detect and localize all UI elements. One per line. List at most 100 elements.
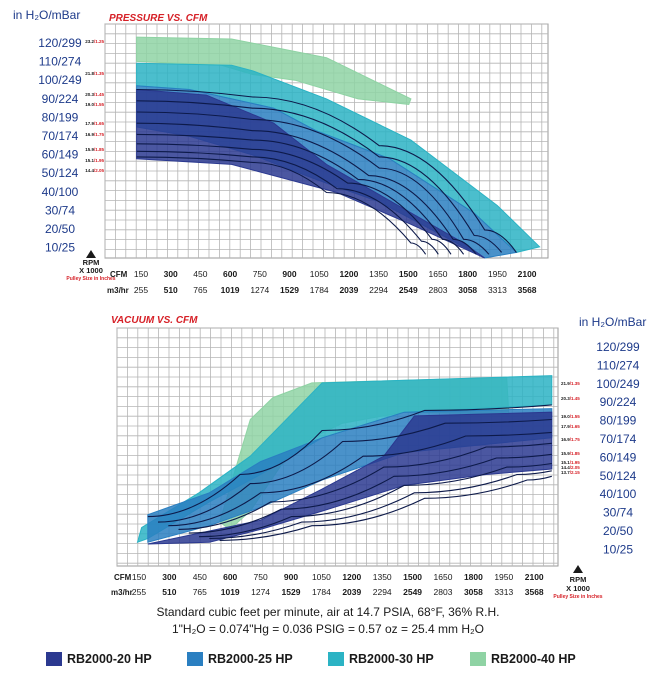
y-tick-label: 10/25: [603, 542, 633, 556]
legend-item-25hp: RB2000-25 HP: [187, 650, 293, 668]
curve-pulley: /1.35: [570, 381, 581, 386]
y-tick-label: 90/224: [42, 92, 79, 106]
vacuum-chart: in H₂O/mBar VACUUM VS. CFM 120/299 110/27…: [111, 315, 646, 600]
curve-label: 14.4/2.05: [561, 465, 580, 470]
curve-rpm: 13.7: [561, 470, 570, 475]
x-axis-name-m3: m3/hr: [107, 286, 129, 295]
curve-rpm: 15.9: [85, 147, 94, 152]
rpm-label: RPM: [570, 575, 587, 584]
curve-rpm: 21.8: [85, 71, 94, 76]
legend-label: RB2000-30 HP: [349, 652, 434, 666]
x-tick-m3: 765: [193, 587, 207, 597]
curve-pulley: /1.65: [570, 424, 581, 429]
curve-rpm: 15.1: [85, 158, 94, 163]
x-tick-cfm: 2100: [518, 269, 537, 279]
pressure-plot-area: [104, 23, 549, 259]
curve-rpm: 15.9: [561, 451, 570, 456]
x-tick-cfm: 750: [254, 572, 268, 582]
curve-label: 21.8/1.35: [85, 71, 104, 76]
x-tick-cfm: 450: [193, 269, 207, 279]
curve-pulley: /1.75: [94, 132, 105, 137]
legend-swatch: [470, 652, 486, 666]
vacuum-x-axis: CFM m3/hr 150 300 450 600 750 900 1050 1200 1350 15…: [111, 572, 544, 597]
x-tick-cfm: 1050: [312, 572, 331, 582]
y-tick-label: 20/50: [603, 524, 633, 538]
x-tick-cfm: 1350: [369, 269, 388, 279]
curve-pulley: /1.95: [570, 460, 581, 465]
y-tick-label: 120/299: [38, 36, 82, 50]
series-area-rb2000-20-hp: [147, 411, 553, 545]
curve-label: 20.3/1.45: [561, 396, 580, 401]
curve-label: 16.9/1.75: [85, 132, 104, 137]
legend-label: RB2000-25 HP: [208, 652, 293, 666]
curve-rpm: 16.9: [85, 132, 94, 137]
y-tick-label: 120/299: [596, 340, 640, 354]
x-axis-name-cfm: CFM: [110, 270, 128, 279]
pulley-label: Pulley Size in Inches: [553, 594, 602, 600]
y-tick-label: 60/149: [42, 148, 79, 162]
pressure-x-axis: CFM m3/hr 150 300 450 600 750 900 1050 1200 1350 15…: [107, 269, 537, 295]
y-tick-label: 100/249: [38, 73, 82, 87]
curve-pulley: /1.45: [94, 92, 105, 97]
x-tick-m3: 3313: [494, 587, 513, 597]
rpm-line: [136, 150, 439, 255]
vacuum-unit-label: in H₂O/mBar: [579, 315, 646, 329]
vacuum-curve-labels: 21.9/1.3520.3/1.4519.0/1.5517.9/1.6516.9…: [561, 381, 580, 475]
y-tick-label: 110/274: [597, 358, 640, 372]
curve-label: 14.4/2.05: [85, 168, 104, 173]
x-tick-m3: 510: [162, 587, 176, 597]
x-tick-cfm: 1350: [373, 572, 392, 582]
footnote-conditions: Standard cubic feet per minute, air at 1…: [156, 605, 500, 619]
legend-swatch: [187, 652, 203, 666]
x-tick-m3: 2039: [342, 587, 361, 597]
curve-rpm: 23.2: [85, 39, 94, 44]
curve-label: 17.9/1.65: [561, 424, 580, 429]
curve-pulley: /1.45: [570, 396, 581, 401]
x-tick-cfm: 1200: [339, 269, 358, 279]
curve-label: 17.9/1.65: [85, 121, 104, 126]
curve-pulley: /1.55: [94, 102, 105, 107]
x-tick-cfm: 900: [284, 572, 298, 582]
x-tick-m3: 1019: [221, 285, 240, 295]
x-tick-m3: 3058: [458, 285, 477, 295]
rpm-arrow-icon: [573, 565, 583, 573]
x-tick-cfm: 600: [223, 572, 237, 582]
rpm-line: [136, 111, 490, 255]
y-tick-label: 100/249: [596, 377, 640, 391]
rpm-line: [198, 462, 552, 538]
x-tick-m3: 1274: [251, 587, 270, 597]
curve-rpm: 19.0: [85, 102, 94, 107]
rpm-line: [157, 418, 552, 523]
y-tick-label: 50/124: [42, 166, 79, 180]
curve-rpm: 16.9: [561, 437, 570, 442]
x-tick-m3: 1019: [221, 587, 240, 597]
y-tick-label: 70/174: [42, 129, 79, 143]
curve-rpm: 17.9: [561, 424, 570, 429]
curve-rpm: 19.0: [561, 414, 570, 419]
x-tick-cfm: 1650: [429, 269, 448, 279]
x-tick-m3: 3568: [525, 587, 544, 597]
x-tick-m3: 3313: [488, 285, 507, 295]
curve-pulley: /1.35: [94, 71, 105, 76]
legend: RB2000-20 HP RB2000-25 HP RB2000-30 HP R…: [0, 650, 656, 670]
pressure-left-axis: 120/299 110/274 100/249 90/224 80/199 70/174 6…: [38, 36, 82, 255]
pulley-label: Pulley Size in Inches: [66, 276, 115, 282]
rpm-line: [136, 143, 452, 255]
y-tick-label: 80/199: [600, 414, 637, 428]
curve-rpm: 20.3: [561, 396, 570, 401]
y-tick-label: 90/224: [600, 395, 637, 409]
legend-label: RB2000-40 HP: [491, 652, 576, 666]
rpm-line: [209, 470, 552, 540]
x-tick-cfm: 300: [164, 269, 178, 279]
rpm-line: [147, 404, 552, 518]
rpm-line: [136, 88, 517, 253]
x-axis-name-cfm: CFM: [114, 573, 132, 582]
y-tick-label: 80/199: [42, 110, 79, 124]
legend-swatch: [46, 652, 62, 666]
curve-label: 19.0/1.55: [85, 102, 104, 107]
curve-label: 15.1/1.95: [85, 158, 104, 163]
curve-label: 15.1/1.95: [561, 460, 580, 465]
x-tick-cfm: 1050: [310, 269, 329, 279]
rpm-label: RPM: [83, 258, 100, 267]
curve-pulley: /1.75: [570, 437, 581, 442]
